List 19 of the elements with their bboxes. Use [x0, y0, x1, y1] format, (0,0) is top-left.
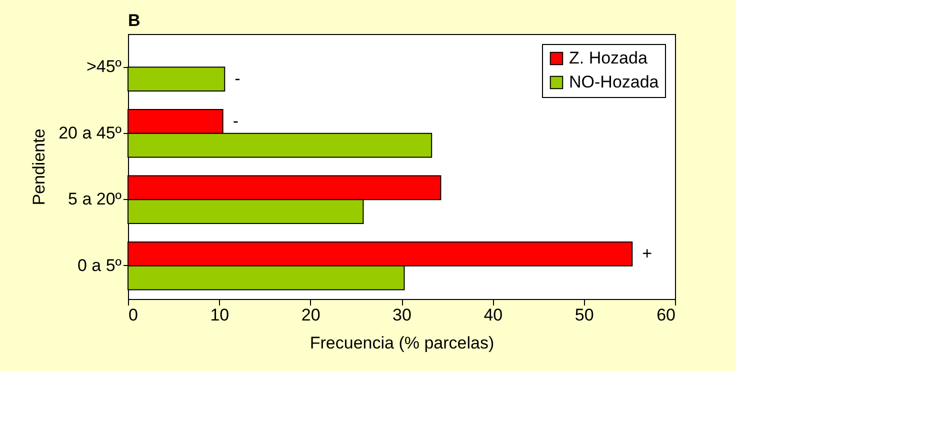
x-tick-label: 60: [656, 306, 676, 324]
x-tick-label: 50: [574, 306, 594, 324]
y-tick-label: >45º: [86, 57, 122, 76]
annotation: +: [642, 244, 652, 263]
legend-label: Z. Hozada: [569, 48, 648, 68]
annotation: -: [234, 69, 240, 88]
x-tick-label: 20: [301, 306, 320, 324]
legend-label: NO-Hozada: [569, 72, 660, 92]
x-tick-label: 10: [210, 306, 230, 324]
annotation: -: [232, 111, 238, 130]
x-tick-label: 0: [128, 306, 138, 324]
y-tick-label: 5 a 20º: [68, 190, 122, 209]
x-tick-label: 30: [392, 306, 412, 324]
y-tick-label: 20 a 45º: [58, 123, 122, 142]
x-axis-title: Frecuencia (% parcelas): [310, 334, 494, 352]
x-tick-label: 40: [484, 306, 503, 324]
chart-title: B: [128, 11, 140, 30]
y-axis-title: Pendiente: [30, 128, 49, 206]
y-tick-label: 0 a 5º: [77, 256, 122, 275]
